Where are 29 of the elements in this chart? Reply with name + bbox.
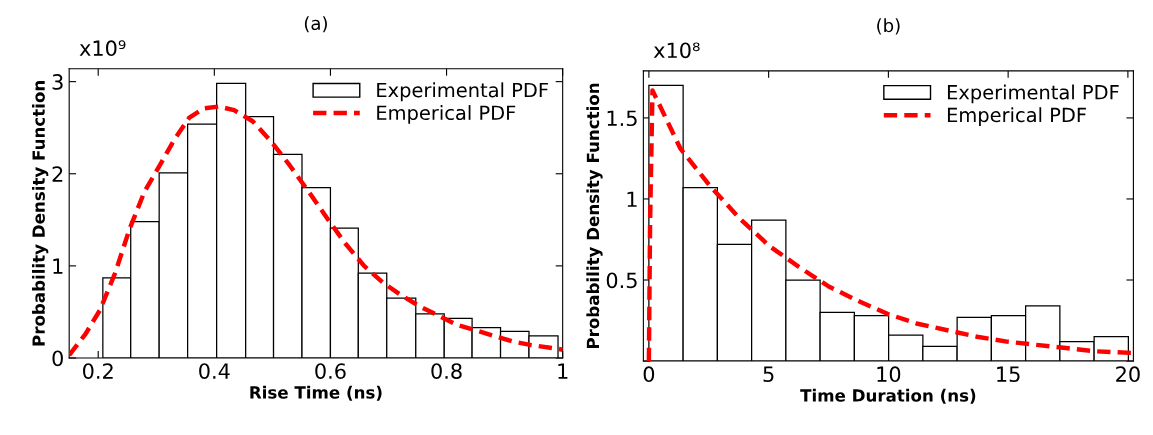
y-tick-label: 1.5 (607, 110, 637, 127)
chart-title: (a) (304, 16, 327, 33)
y-tick-label: 2 (52, 166, 63, 182)
y-tick-label: 3 (52, 74, 63, 90)
x-tick-label: 0.8 (431, 363, 462, 379)
y-axis-title: Probability Density Function (32, 81, 49, 346)
x-axis-title: Time Duration (ns) (800, 388, 976, 404)
chart-title: (b) (877, 18, 900, 35)
x-tick-label: 0.4 (199, 363, 230, 379)
x-axis-title: Rise Time (ns) (250, 385, 382, 401)
text: x10⁹ (79, 40, 126, 57)
text: x10⁸ (653, 42, 700, 59)
x-tick-label: 0 (643, 366, 655, 383)
x-tick-label: 15 (997, 366, 1020, 383)
x-tick-label: 5 (763, 366, 774, 383)
y-tick-label: 0 (52, 350, 63, 367)
y-tick-label: 1 (53, 258, 63, 274)
legend-label: Emperical PDF (377, 105, 516, 124)
x-tick-label: 20 (1116, 366, 1140, 383)
x-tick-label: 1 (558, 363, 568, 379)
legend-label: Experimental PDF (377, 82, 548, 102)
legend-label: Emperical PDF (947, 107, 1086, 127)
y-tick-label: 0.5 (606, 272, 637, 289)
x-tick-label: 10 (877, 366, 901, 383)
y-tick-label: 1 (627, 191, 637, 207)
x-tick-label: 0.6 (315, 363, 346, 379)
x-tick-label: 0.2 (83, 363, 113, 379)
y-axis-title: Probability Density Function (586, 83, 603, 349)
legend-label: Experimental PDF (947, 84, 1119, 104)
